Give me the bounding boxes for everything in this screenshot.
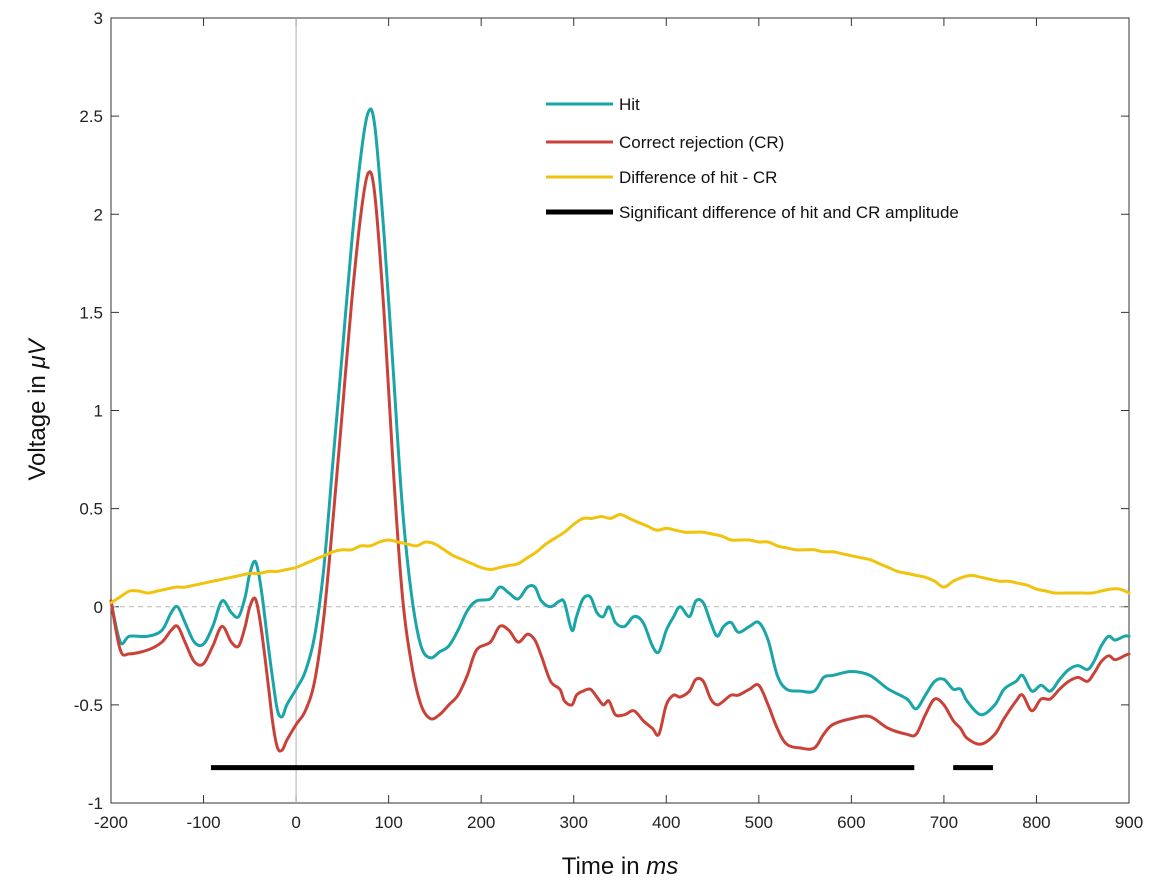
legend: Hit Correct rejection (CR) Difference of h… <box>546 95 959 222</box>
x-tick-label: 900 <box>1115 813 1143 832</box>
series-lines <box>109 107 1131 771</box>
x-tick-label: 500 <box>745 813 773 832</box>
y-tick-label: 0.5 <box>79 500 103 519</box>
difference-line <box>109 513 1131 605</box>
reference-lines <box>111 18 1129 803</box>
y-tick-label: 0 <box>94 598 103 617</box>
x-tick-label: 400 <box>652 813 680 832</box>
y-tick-label: 1.5 <box>79 303 103 322</box>
cr-line <box>109 170 1131 753</box>
y-axis-title: Voltage in μV <box>24 337 51 480</box>
y-tick-label: 1 <box>94 402 103 421</box>
y-tick-label: -1 <box>88 794 103 813</box>
legend-label: Difference of hit - CR <box>619 168 777 187</box>
y-tick-label: 3 <box>94 9 103 28</box>
x-tick-label: 100 <box>374 813 402 832</box>
legend-label: Correct rejection (CR) <box>619 133 784 152</box>
x-tick-label: -200 <box>94 813 128 832</box>
y-tick-label: -0.5 <box>74 696 103 715</box>
x-axis-title: Time in ms <box>562 853 678 880</box>
x-tick-label: -100 <box>187 813 221 832</box>
x-tick-label: 300 <box>560 813 588 832</box>
x-tick-label: 200 <box>467 813 495 832</box>
legend-label: Significant difference of hit and CR amp… <box>619 203 959 222</box>
legend-label: Hit <box>619 95 640 114</box>
x-tick-label: 700 <box>930 813 958 832</box>
x-tick-label: 0 <box>291 813 300 832</box>
hit-line <box>109 107 1131 719</box>
axes: -200 -100 0 100 200 300 400 500 600 700 800 900 -1 -0… <box>74 9 1143 832</box>
y-tick-label: 2 <box>94 205 103 224</box>
x-tick-label: 800 <box>1022 813 1050 832</box>
x-tick-label: 600 <box>837 813 865 832</box>
y-tick-label: 2.5 <box>79 107 103 126</box>
